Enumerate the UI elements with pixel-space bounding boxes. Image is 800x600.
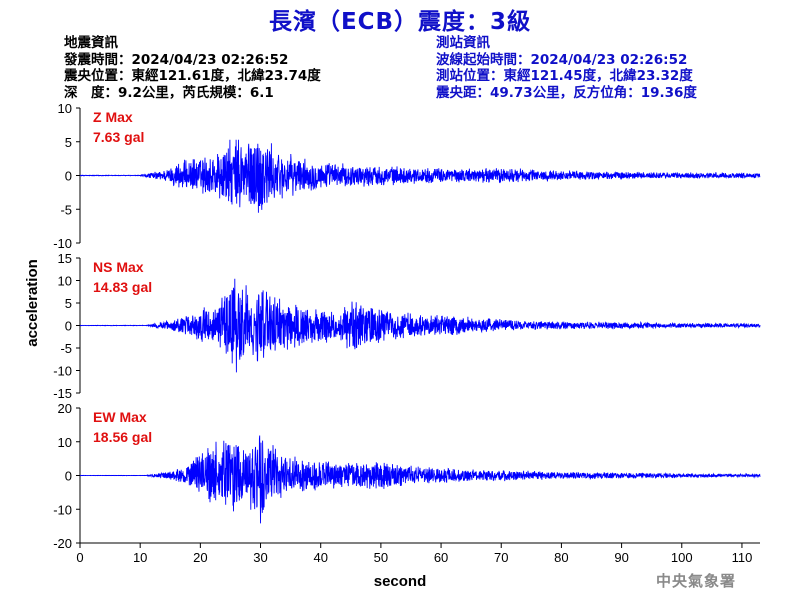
max-value-ew: 18.56 gal <box>93 429 152 445</box>
credit-label: 中央氣象署 <box>656 572 737 590</box>
y-tick-label-z: 0 <box>65 169 72 184</box>
y-tick-label-ns: 0 <box>65 319 72 334</box>
epicenter-location: 震央位置：東經121.61度，北緯23.74度 <box>64 68 321 84</box>
waveform-trace-ns <box>79 278 761 373</box>
epicentral-distance: 震央距：49.73公里，反方位角：19.36度 <box>436 84 697 101</box>
x-tick-label: 10 <box>133 550 147 565</box>
y-tick-label-ew: 0 <box>65 469 72 484</box>
x-tick-label: 60 <box>434 550 448 565</box>
y-tick-label-z: 5 <box>65 135 72 150</box>
y-tick-label-ns: 15 <box>58 251 72 266</box>
y-tick-label-ns: 5 <box>65 296 72 311</box>
y-tick-label-ew: -10 <box>53 502 72 517</box>
x-tick-label: 100 <box>671 550 693 565</box>
x-tick-label: 90 <box>614 550 628 565</box>
station-info-heading: 測站資訊 <box>436 35 490 51</box>
y-tick-label-ew: -20 <box>53 536 72 551</box>
y-tick-label-ew: 10 <box>58 435 72 450</box>
station-location: 測站位置：東經121.45度，北緯23.32度 <box>436 68 693 84</box>
x-tick-label: 40 <box>313 550 327 565</box>
max-label-ew: EW Max <box>93 409 147 425</box>
y-axis-title: acceleration <box>24 259 41 347</box>
waveform-start-time: 波線起始時間：2024/04/23 02:26:52 <box>436 51 688 68</box>
max-label-ns: NS Max <box>93 259 144 275</box>
x-tick-label: 20 <box>193 550 207 565</box>
y-tick-label-z: 10 <box>58 101 72 116</box>
x-tick-label: 0 <box>76 550 83 565</box>
y-tick-label-z: -5 <box>60 202 72 217</box>
x-tick-label: 30 <box>253 550 267 565</box>
y-tick-label-ns: -15 <box>53 386 72 401</box>
x-tick-label: 80 <box>554 550 568 565</box>
max-label-z: Z Max <box>93 109 133 125</box>
earthquake-info: 地震資訊 發震時間：2024/04/23 02:26:52 震央位置：東經121… <box>64 35 321 101</box>
y-tick-label-ns: 10 <box>58 274 72 289</box>
x-tick-label: 50 <box>374 550 388 565</box>
y-tick-label-ns: -10 <box>53 364 72 379</box>
y-tick-label-ew: 20 <box>58 401 72 416</box>
earthquake-time: 發震時間：2024/04/23 02:26:52 <box>64 51 289 68</box>
y-tick-label-z: -10 <box>53 236 72 251</box>
x-tick-label: 70 <box>494 550 508 565</box>
x-tick-label: 110 <box>732 550 753 565</box>
station-info: 測站資訊 波線起始時間：2024/04/23 02:26:52 測站位置：東經1… <box>436 35 697 101</box>
chart-title: 長濱（ECB）震度：3級 <box>268 9 532 35</box>
waveform-trace-ew <box>79 435 761 524</box>
waveform-trace-z <box>79 139 761 213</box>
y-tick-label-ns: -5 <box>60 341 72 356</box>
earthquake-info-heading: 地震資訊 <box>64 35 118 51</box>
max-value-z: 7.63 gal <box>93 129 144 145</box>
max-value-ns: 14.83 gal <box>93 279 152 295</box>
depth-magnitude: 深 度：9.2公里，芮氏規模：6.1 <box>64 84 274 101</box>
x-axis-title: second <box>374 573 427 590</box>
